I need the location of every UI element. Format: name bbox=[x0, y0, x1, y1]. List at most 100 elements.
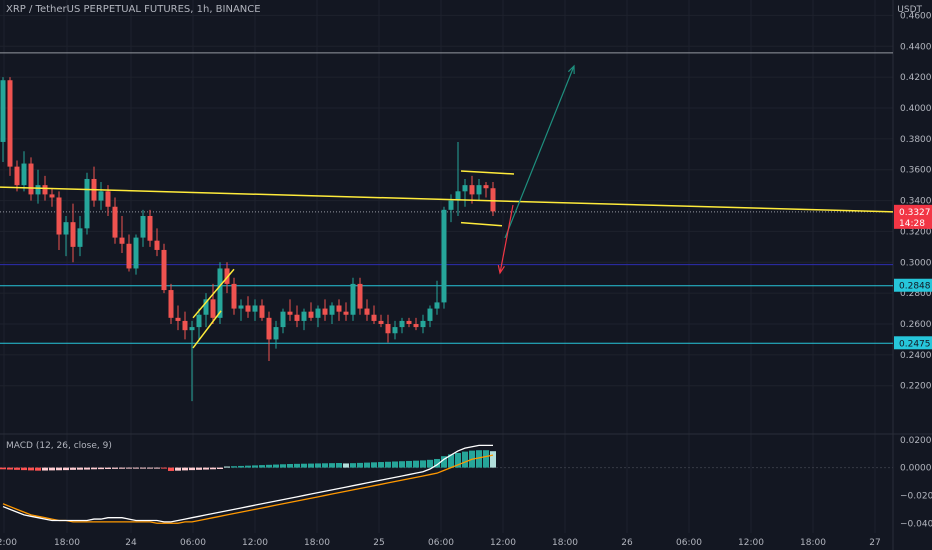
macd-histogram-bar bbox=[161, 467, 167, 469]
last-price-countdown: 14:28 bbox=[899, 219, 925, 229]
macd-histogram-bar bbox=[84, 467, 90, 470]
macd-histogram-bar bbox=[434, 458, 440, 468]
x-tick-label: 06:00 bbox=[428, 538, 454, 548]
level-price-label: 0.2475 bbox=[899, 339, 931, 349]
y-tick-label: 0.3200 bbox=[900, 227, 932, 237]
macd-histogram-bar bbox=[294, 463, 300, 468]
flag-upper bbox=[460, 170, 515, 175]
macd-histogram-bar bbox=[126, 467, 132, 469]
x-tick-label: 25 bbox=[373, 538, 384, 548]
candle-body bbox=[0, 80, 6, 142]
macd-histogram-bar bbox=[399, 461, 405, 468]
macd-histogram-bar bbox=[217, 467, 223, 469]
macd-histogram-bar bbox=[287, 463, 293, 468]
forecast-arrow-up bbox=[504, 65, 575, 239]
macd-histogram-bar bbox=[329, 463, 335, 468]
candle-body bbox=[210, 299, 216, 318]
macd-histogram-bar bbox=[91, 467, 97, 470]
candle-body bbox=[49, 194, 55, 198]
candle-body bbox=[273, 327, 279, 340]
macd-histogram-bar bbox=[168, 467, 174, 471]
macd-histogram-bar bbox=[105, 467, 111, 469]
macd-histogram-bar bbox=[301, 463, 307, 468]
candle-body bbox=[77, 228, 83, 247]
macd-histogram-bar bbox=[350, 463, 356, 468]
macd-histogram-bar bbox=[315, 463, 321, 468]
candle-body bbox=[238, 305, 244, 309]
macd-histogram-bar bbox=[238, 465, 244, 468]
macd-histogram-bar bbox=[252, 465, 258, 468]
macd-histogram-bar bbox=[196, 467, 202, 470]
channel-lower bbox=[192, 310, 222, 349]
candle-body bbox=[483, 185, 489, 189]
candle-body bbox=[406, 320, 412, 324]
macd-histogram-bar bbox=[203, 467, 209, 470]
macd-histogram-bar bbox=[189, 467, 195, 471]
channel-upper bbox=[192, 268, 235, 319]
candle-body bbox=[469, 185, 475, 195]
y-tick-label: 0.4600 bbox=[900, 11, 932, 21]
candle-body bbox=[294, 314, 300, 321]
macd-line bbox=[2, 444, 493, 523]
macd-histogram-bar bbox=[385, 461, 391, 468]
candle-body bbox=[147, 216, 153, 241]
y-tick-label: 0.2600 bbox=[900, 320, 932, 330]
macd-histogram-bar bbox=[140, 467, 146, 469]
candle-body bbox=[98, 191, 104, 201]
macd-histogram-bar bbox=[308, 463, 314, 468]
macd-histogram-bar bbox=[273, 464, 279, 468]
candle-body bbox=[189, 327, 195, 331]
candle-body bbox=[154, 240, 160, 250]
macd-tick-label: −0.0200 bbox=[900, 491, 932, 501]
macd-histogram-bar bbox=[210, 467, 216, 470]
candle-body bbox=[175, 317, 181, 321]
macd-histogram-bar bbox=[42, 467, 48, 471]
candle-body bbox=[140, 216, 146, 238]
x-tick-label: 12:00 bbox=[0, 538, 17, 548]
x-tick-label: 27 bbox=[869, 538, 880, 548]
candle-body bbox=[266, 317, 272, 340]
candle-body bbox=[168, 290, 174, 318]
candle-body bbox=[336, 305, 342, 312]
y-tick-label: 0.3400 bbox=[900, 197, 932, 207]
candle-body bbox=[21, 163, 27, 186]
candle-body bbox=[420, 320, 426, 328]
macd-signal-line bbox=[2, 454, 494, 524]
y-tick-label: 0.4000 bbox=[900, 104, 932, 114]
macd-histogram-bar bbox=[21, 467, 27, 471]
candle-body bbox=[280, 311, 286, 328]
macd-histogram-bar bbox=[98, 467, 104, 470]
flag-lower bbox=[460, 221, 503, 227]
candle-body bbox=[287, 311, 293, 315]
candle-body bbox=[252, 305, 258, 312]
candle-body bbox=[119, 237, 125, 244]
macd-indicator-label[interactable]: MACD (12, 26, close, 9) bbox=[6, 441, 112, 451]
level-price-label: 0.2848 bbox=[899, 282, 931, 292]
x-tick-label: 12:00 bbox=[242, 538, 268, 548]
macd-histogram-bar bbox=[371, 462, 377, 468]
candle-body bbox=[476, 185, 482, 195]
macd-histogram-bar bbox=[280, 464, 286, 468]
x-tick-label: 18:00 bbox=[552, 538, 578, 548]
candle-body bbox=[350, 283, 356, 315]
macd-histogram-bar bbox=[343, 463, 349, 468]
y-tick-label: 0.4400 bbox=[900, 42, 932, 52]
x-tick-label: 18:00 bbox=[800, 538, 826, 548]
candle-body bbox=[84, 178, 90, 229]
macd-histogram-bar bbox=[175, 467, 181, 471]
macd-histogram-bar bbox=[35, 467, 41, 471]
chart-title: XRP / TetherUS PERPETUAL FUTURES, 1h, BI… bbox=[6, 4, 261, 15]
macd-histogram-bar bbox=[364, 462, 370, 468]
macd-histogram-bar bbox=[70, 467, 76, 470]
candle-body bbox=[441, 209, 447, 303]
x-tick-label: 18:00 bbox=[304, 538, 330, 548]
macd-histogram-bar bbox=[441, 456, 447, 468]
macd-histogram-bar bbox=[63, 467, 69, 471]
candle-body bbox=[112, 206, 118, 238]
forecast-arrow-down bbox=[499, 204, 514, 274]
candle-body bbox=[357, 283, 363, 309]
candle-body bbox=[343, 311, 349, 315]
candle-body bbox=[455, 191, 461, 201]
macd-histogram-bar bbox=[336, 463, 342, 468]
